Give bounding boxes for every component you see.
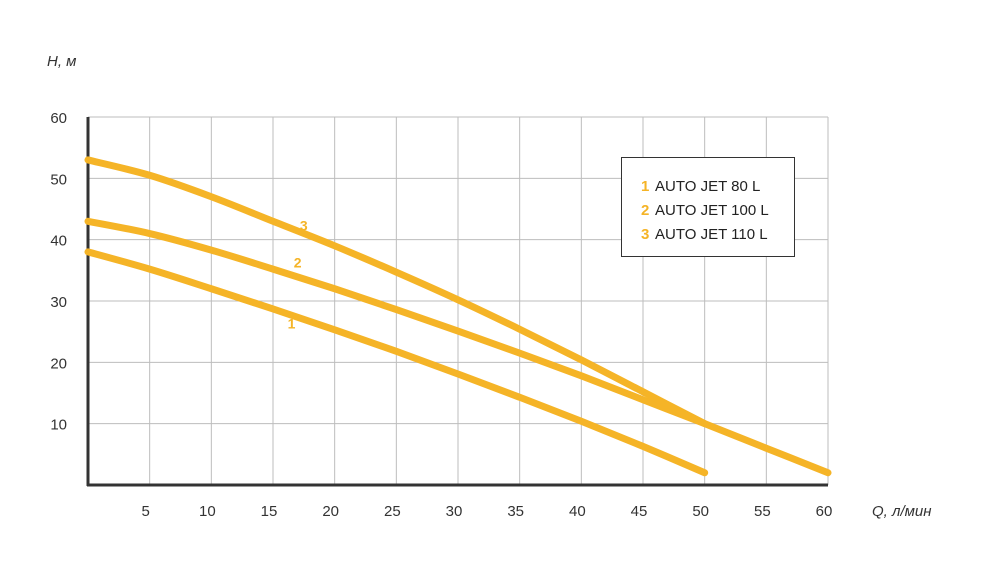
y-tick-label: 40 [50,233,67,250]
x-tick-label: 5 [141,503,149,520]
curve-label-1: 1 [288,316,296,332]
axes [86,117,828,487]
legend: 1 AUTO JET 80 L 2 AUTO JET 100 L 3 AUTO JET 1… [621,157,795,257]
series-line-1 [84,248,709,477]
series-lines [84,156,832,477]
legend-label-3: AUTO JET 110 L [655,226,768,243]
curve-labels: 1 2 3 [288,217,308,331]
curve-label-3: 3 [300,217,308,233]
y-tick-label: 10 [50,417,67,434]
x-tick-label: 40 [569,503,586,520]
y-tick-label: 20 [50,355,67,372]
legend-label-1: AUTO JET 80 L [655,178,760,195]
legend-number-2: 2 [641,202,649,219]
tick-labels: 5 10 15 20 25 30 35 40 45 50 55 60 10 20 30 40 50 60 [50,110,832,520]
x-tick-label: 60 [816,503,833,520]
x-tick-label: 30 [446,503,463,520]
x-tick-label: 10 [199,503,216,520]
legend-number-3: 3 [641,226,649,243]
x-tick-label: 50 [692,503,709,520]
y-axis-title: H, м [47,53,76,70]
y-tick-label: 60 [50,110,67,127]
legend-number-1: 1 [641,178,649,195]
y-tick-label: 50 [50,171,67,188]
x-tick-label: 45 [631,503,648,520]
x-tick-label: 55 [754,503,771,520]
y-tick-label: 30 [50,294,67,311]
x-tick-label: 20 [322,503,339,520]
legend-label-2: AUTO JET 100 L [655,202,769,219]
x-tick-label: 35 [507,503,524,520]
legend-box [621,157,795,257]
x-tick-label: 25 [384,503,401,520]
series-line-3 [84,156,709,428]
curve-label-2: 2 [294,254,302,270]
x-tick-label: 15 [261,503,278,520]
x-axis-title: Q, л/мин [872,503,932,520]
